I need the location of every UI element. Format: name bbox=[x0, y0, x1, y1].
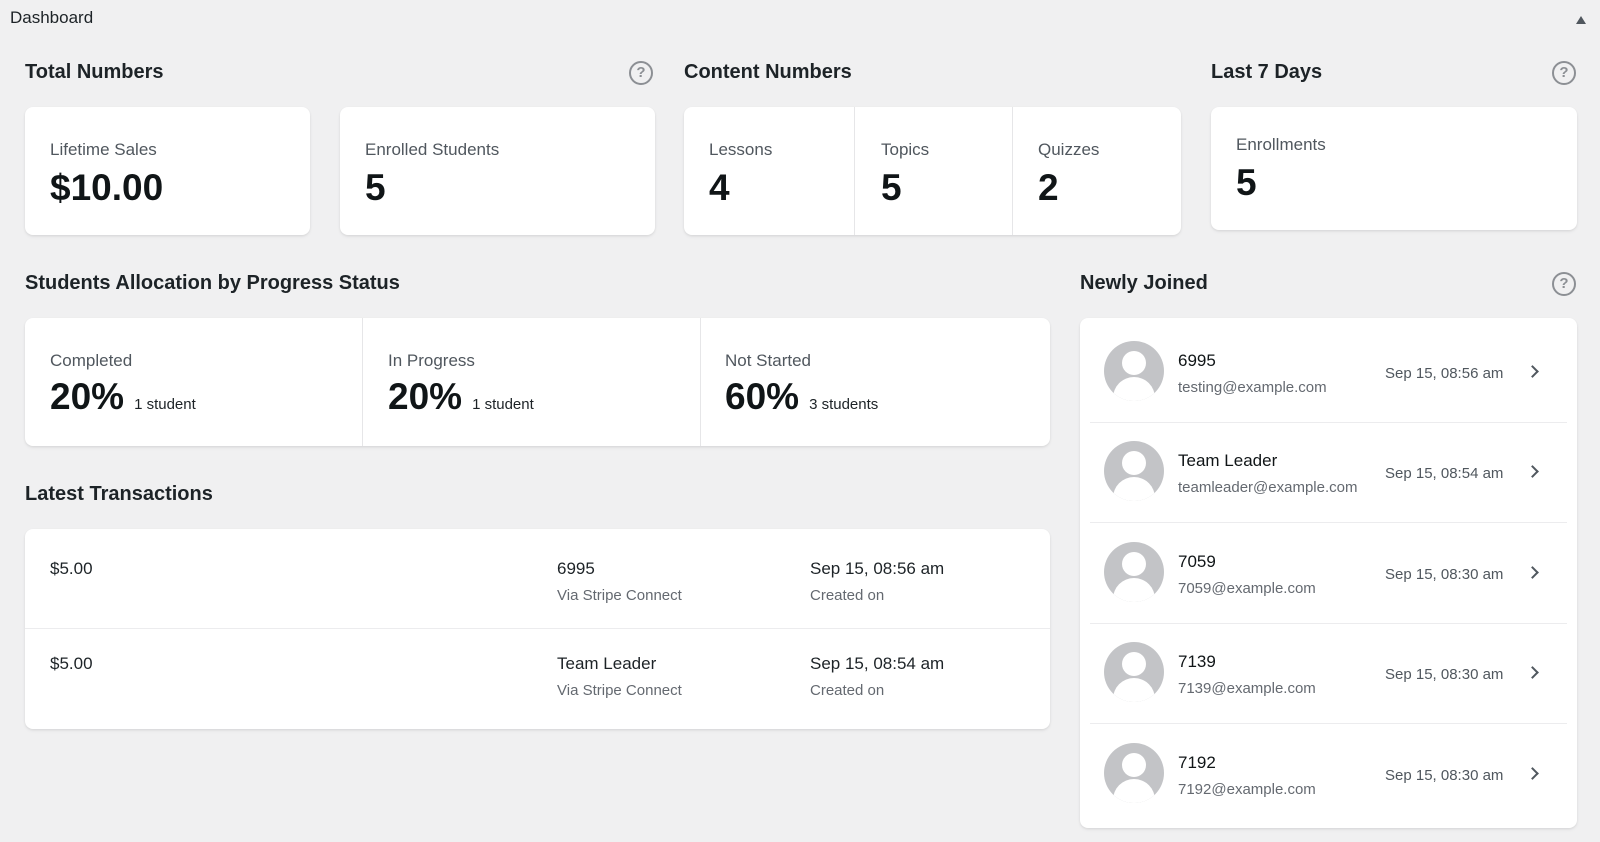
enrolled-students-card: Enrolled Students 5 bbox=[340, 107, 655, 235]
avatar bbox=[1104, 542, 1164, 602]
member-row[interactable]: Team Leader teamleader@example.com Sep 1… bbox=[1080, 418, 1577, 518]
member-email: 7139@example.com bbox=[1178, 680, 1316, 697]
member-name: 6995 bbox=[1178, 351, 1216, 370]
content-numbers-title: Content Numbers bbox=[684, 61, 852, 83]
transaction-date: Sep 15, 08:54 am bbox=[810, 654, 945, 673]
content-numbers-card: Lessons 4 Topics 5 Quizzes 2 bbox=[684, 107, 1181, 235]
transaction-name: 6995 bbox=[557, 559, 595, 578]
transaction-date-label: Created on bbox=[810, 682, 885, 699]
lifetime-sales-value: $10.00 bbox=[50, 167, 164, 208]
quizzes-value: 2 bbox=[1038, 167, 1059, 208]
divider bbox=[1090, 422, 1567, 423]
last-7-days-help-icon[interactable]: ? bbox=[1552, 61, 1576, 85]
chevron-right-icon[interactable] bbox=[1526, 566, 1539, 579]
avatar bbox=[1104, 341, 1164, 401]
enrollments-value: 5 bbox=[1236, 162, 1257, 203]
member-name: 7192 bbox=[1178, 753, 1216, 772]
transaction-row[interactable]: $5.00 6995 Via Stripe Connect Sep 15, 08… bbox=[25, 529, 1050, 628]
lifetime-sales-card: Lifetime Sales $10.00 bbox=[25, 107, 310, 235]
divider bbox=[362, 318, 363, 446]
member-joined-date: Sep 15, 08:30 am bbox=[1385, 566, 1504, 583]
chevron-right-icon[interactable] bbox=[1526, 666, 1539, 679]
transaction-date: Sep 15, 08:56 am bbox=[810, 559, 945, 578]
not-started-label: Not Started bbox=[725, 351, 811, 370]
enrollments-card: Enrollments 5 bbox=[1211, 107, 1577, 230]
completed-note: 1 student bbox=[134, 396, 196, 413]
quizzes-label: Quizzes bbox=[1038, 140, 1100, 159]
avatar bbox=[1104, 743, 1164, 803]
topics-value: 5 bbox=[881, 167, 902, 208]
chevron-right-icon[interactable] bbox=[1526, 767, 1539, 780]
newly-joined-title: Newly Joined bbox=[1080, 272, 1208, 294]
chevron-right-icon[interactable] bbox=[1526, 465, 1539, 478]
divider bbox=[1090, 522, 1567, 523]
dashboard-header: Dashboard bbox=[0, 0, 1600, 34]
divider bbox=[700, 318, 701, 446]
progress-status-title: Students Allocation by Progress Status bbox=[25, 272, 400, 294]
member-row[interactable]: 6995 testing@example.com Sep 15, 08:56 a… bbox=[1080, 318, 1577, 418]
not-started-stat: 60% 3 students bbox=[725, 376, 878, 418]
completed-stat: 20% 1 student bbox=[50, 376, 196, 418]
in-progress-stat: 20% 1 student bbox=[388, 376, 534, 418]
newly-joined-card: 6995 testing@example.com Sep 15, 08:56 a… bbox=[1080, 318, 1577, 828]
total-numbers-help-icon[interactable]: ? bbox=[629, 61, 653, 85]
divider bbox=[1090, 623, 1567, 624]
newly-joined-help-icon[interactable]: ? bbox=[1552, 272, 1576, 296]
progress-status-card: Completed 20% 1 student In Progress 20% … bbox=[25, 318, 1050, 446]
latest-transactions-title: Latest Transactions bbox=[25, 483, 213, 505]
lessons-label: Lessons bbox=[709, 140, 773, 159]
enrollments-label: Enrollments bbox=[1236, 135, 1326, 154]
lessons-value: 4 bbox=[709, 167, 730, 208]
divider bbox=[1012, 107, 1013, 235]
last-7-days-title: Last 7 Days bbox=[1211, 61, 1323, 83]
member-joined-date: Sep 15, 08:54 am bbox=[1385, 465, 1504, 482]
member-email: testing@example.com bbox=[1178, 379, 1327, 396]
member-row[interactable]: 7059 7059@example.com Sep 15, 08:30 am bbox=[1080, 519, 1577, 619]
divider bbox=[1090, 723, 1567, 724]
transaction-method: Via Stripe Connect bbox=[557, 587, 682, 604]
collapse-toggle-icon[interactable] bbox=[1576, 16, 1586, 24]
in-progress-label: In Progress bbox=[388, 351, 475, 370]
member-email: 7192@example.com bbox=[1178, 781, 1316, 798]
not-started-percent: 60% bbox=[725, 376, 800, 417]
member-row[interactable]: 7192 7192@example.com Sep 15, 08:30 am bbox=[1080, 720, 1577, 820]
page-title: Dashboard bbox=[10, 8, 94, 27]
member-joined-date: Sep 15, 08:56 am bbox=[1385, 365, 1504, 382]
in-progress-note: 1 student bbox=[472, 396, 534, 413]
avatar bbox=[1104, 642, 1164, 702]
not-started-note: 3 students bbox=[809, 396, 879, 413]
transaction-method: Via Stripe Connect bbox=[557, 682, 682, 699]
member-name: 7059 bbox=[1178, 552, 1216, 571]
transactions-card: $5.00 6995 Via Stripe Connect Sep 15, 08… bbox=[25, 529, 1050, 729]
member-joined-date: Sep 15, 08:30 am bbox=[1385, 767, 1504, 784]
divider bbox=[25, 628, 1050, 629]
completed-percent: 20% bbox=[50, 376, 125, 417]
member-row[interactable]: 7139 7139@example.com Sep 15, 08:30 am bbox=[1080, 619, 1577, 719]
transaction-amount: $5.00 bbox=[50, 654, 93, 673]
total-numbers-title: Total Numbers bbox=[25, 61, 164, 83]
in-progress-percent: 20% bbox=[388, 376, 463, 417]
member-name: 7139 bbox=[1178, 652, 1216, 671]
member-joined-date: Sep 15, 08:30 am bbox=[1385, 666, 1504, 683]
transaction-date-label: Created on bbox=[810, 587, 885, 604]
avatar bbox=[1104, 441, 1164, 501]
member-email: 7059@example.com bbox=[1178, 580, 1316, 597]
transaction-name: Team Leader bbox=[557, 654, 657, 673]
lifetime-sales-label: Lifetime Sales bbox=[50, 140, 157, 159]
enrolled-students-label: Enrolled Students bbox=[365, 140, 500, 159]
member-email: teamleader@example.com bbox=[1178, 479, 1358, 496]
transaction-amount: $5.00 bbox=[50, 559, 93, 578]
divider bbox=[854, 107, 855, 235]
topics-label: Topics bbox=[881, 140, 930, 159]
chevron-right-icon[interactable] bbox=[1526, 365, 1539, 378]
member-name: Team Leader bbox=[1178, 451, 1278, 470]
completed-label: Completed bbox=[50, 351, 133, 370]
transaction-row[interactable]: $5.00 Team Leader Via Stripe Connect Sep… bbox=[25, 629, 1050, 729]
enrolled-students-value: 5 bbox=[365, 167, 386, 208]
